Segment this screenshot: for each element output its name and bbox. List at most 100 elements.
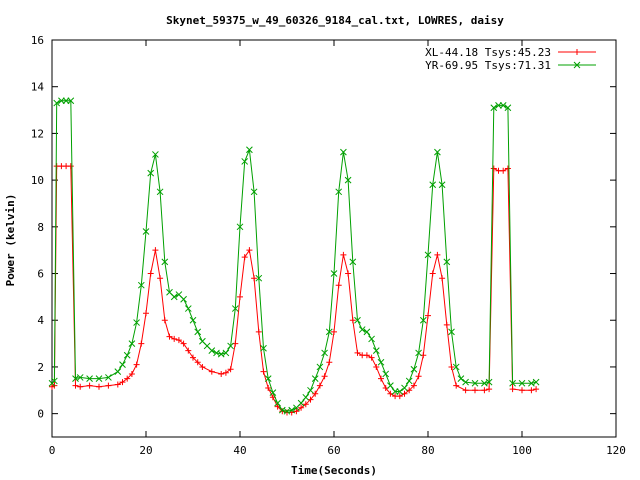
data-point-plus (166, 333, 173, 340)
x-tick-label: 40 (233, 444, 246, 457)
data-point-cross (443, 258, 451, 266)
data-point-plus (138, 340, 145, 347)
data-point-cross (288, 406, 296, 414)
data-point-plus (335, 282, 342, 289)
data-point-plus (222, 369, 229, 376)
data-point-cross (349, 258, 357, 266)
data-point-cross (53, 99, 61, 107)
data-point-plus (265, 384, 272, 391)
data-point-cross (471, 379, 479, 387)
data-point-cross (274, 399, 281, 407)
y-tick-label: 4 (37, 314, 44, 327)
y-tick-label: 8 (37, 221, 44, 234)
data-point-plus (114, 381, 121, 388)
data-point-cross (325, 328, 333, 336)
data-point-cross (321, 349, 328, 357)
data-point-cross (86, 375, 93, 382)
data-point-cross (95, 375, 103, 382)
data-point-cross (152, 151, 159, 158)
data-point-plus (481, 387, 488, 394)
data-point-plus (227, 366, 234, 373)
data-point-cross (372, 347, 380, 354)
axis-ticks: 0 20 40 60 80 100 120 0 2 4 6 8 10 12 14 16 (31, 34, 626, 457)
legend-marker-plus (574, 49, 580, 55)
data-point-cross (405, 377, 413, 385)
data-point-cross (119, 361, 126, 368)
data-point-plus (345, 270, 352, 277)
data-point-cross (452, 363, 460, 371)
series-yr (48, 97, 540, 415)
data-point-plus (105, 382, 112, 389)
data-point-plus (86, 382, 93, 389)
data-point-plus (251, 275, 258, 282)
y-tick-label: 12 (31, 127, 44, 140)
data-point-cross (241, 158, 249, 165)
data-point-plus (241, 254, 248, 261)
x-tick-label: 0 (49, 444, 56, 457)
data-point-cross (509, 379, 516, 387)
x-tick-label: 80 (421, 444, 434, 457)
x-tick-label: 60 (327, 444, 340, 457)
data-point-plus (533, 386, 540, 393)
data-point-cross (50, 377, 58, 385)
data-point-cross (344, 176, 352, 184)
data-point-plus (72, 382, 79, 389)
legend-label: XL-44.18 Tsys:45.23 (425, 46, 551, 59)
data-point-plus (453, 382, 460, 389)
data-point-cross (311, 375, 319, 382)
data-point-plus (410, 382, 417, 389)
data-point-plus (448, 363, 455, 370)
data-point-plus (147, 270, 154, 277)
data-point-cross (429, 181, 437, 189)
y-tick-label: 2 (37, 361, 44, 374)
data-point-cross (260, 344, 267, 352)
data-point-plus (321, 373, 328, 380)
data-point-plus (199, 363, 206, 370)
legend-marker-cross (573, 61, 581, 69)
data-point-cross (396, 388, 404, 395)
data-point-plus (486, 386, 493, 393)
data-point-cross (297, 399, 305, 407)
data-point-plus (354, 349, 361, 356)
data-point-plus (293, 408, 300, 415)
data-point-plus (190, 354, 196, 361)
data-point-cross (227, 342, 234, 350)
chart-title: Skynet_59375_w_49_60326_9184_cal.txt, LO… (166, 14, 504, 27)
data-point-plus (143, 310, 149, 317)
data-point-cross (142, 228, 150, 235)
data-point-plus (133, 361, 140, 368)
series-layer (48, 97, 540, 416)
data-point-cross (401, 384, 408, 392)
data-point-plus (378, 375, 384, 382)
data-point-cross (264, 375, 272, 382)
x-tick-label: 20 (139, 444, 152, 457)
data-point-plus (415, 373, 422, 380)
data-point-cross (189, 316, 197, 324)
data-point-cross (156, 188, 164, 196)
data-point-cross (382, 370, 390, 378)
data-point-cross (457, 375, 465, 382)
data-point-cross (184, 305, 192, 312)
data-point-cross (76, 374, 84, 381)
data-point-plus (180, 340, 187, 347)
data-point-cross (354, 316, 361, 324)
data-point-cross (105, 374, 112, 381)
data-point-plus (175, 337, 182, 344)
data-point-plus (373, 363, 380, 370)
data-point-cross (194, 328, 202, 336)
data-point-cross (485, 378, 493, 386)
data-point-cross (387, 382, 394, 389)
data-point-plus (425, 312, 431, 319)
data-point-plus (302, 401, 309, 408)
data-point-cross (170, 293, 178, 301)
data-point-cross (532, 378, 540, 386)
data-point-plus (326, 359, 333, 366)
data-point-plus (237, 293, 243, 300)
data-point-plus (67, 163, 74, 170)
data-point-cross (161, 258, 169, 266)
data-point-cross (499, 102, 507, 109)
data-point-cross (302, 393, 310, 401)
